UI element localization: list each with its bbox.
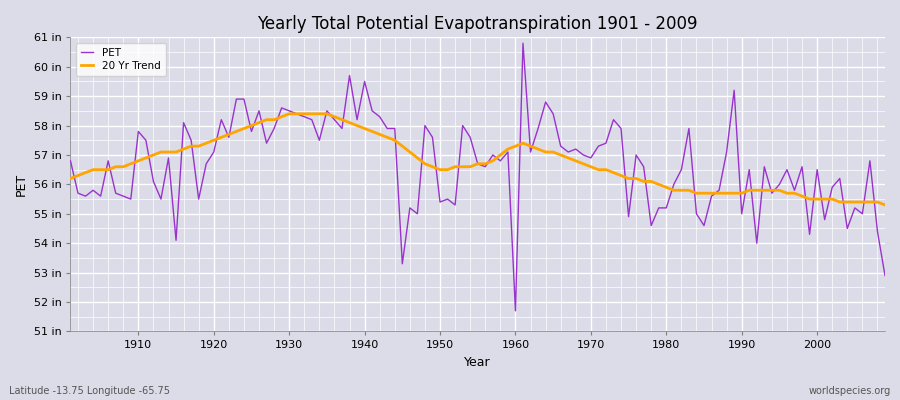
Text: Latitude -13.75 Longitude -65.75: Latitude -13.75 Longitude -65.75 — [9, 386, 170, 396]
20 Yr Trend — [518, 141, 528, 146]
20 Yr Trend — [344, 120, 355, 125]
Title: Yearly Total Potential Evapotranspiration 1901 - 2009: Yearly Total Potential Evapotranspiratio… — [257, 15, 698, 33]
20 Yr Trend — [65, 176, 76, 181]
PET — [65, 158, 76, 163]
PET — [518, 41, 528, 46]
PET — [337, 126, 347, 131]
Text: worldspecies.org: worldspecies.org — [809, 386, 891, 396]
PET — [510, 308, 521, 313]
20 Yr Trend — [510, 144, 521, 148]
20 Yr Trend — [284, 111, 294, 116]
X-axis label: Year: Year — [464, 356, 491, 369]
20 Yr Trend — [125, 161, 136, 166]
Line: 20 Yr Trend: 20 Yr Trend — [70, 114, 885, 205]
PET — [125, 197, 136, 202]
Legend: PET, 20 Yr Trend: PET, 20 Yr Trend — [76, 42, 166, 76]
PET — [292, 111, 302, 116]
PET — [879, 273, 890, 278]
20 Yr Trend — [879, 202, 890, 207]
PET — [525, 150, 535, 154]
Y-axis label: PET: PET — [15, 173, 28, 196]
20 Yr Trend — [299, 111, 310, 116]
20 Yr Trend — [608, 170, 619, 175]
Line: PET: PET — [70, 43, 885, 311]
PET — [502, 150, 513, 154]
PET — [616, 126, 626, 131]
